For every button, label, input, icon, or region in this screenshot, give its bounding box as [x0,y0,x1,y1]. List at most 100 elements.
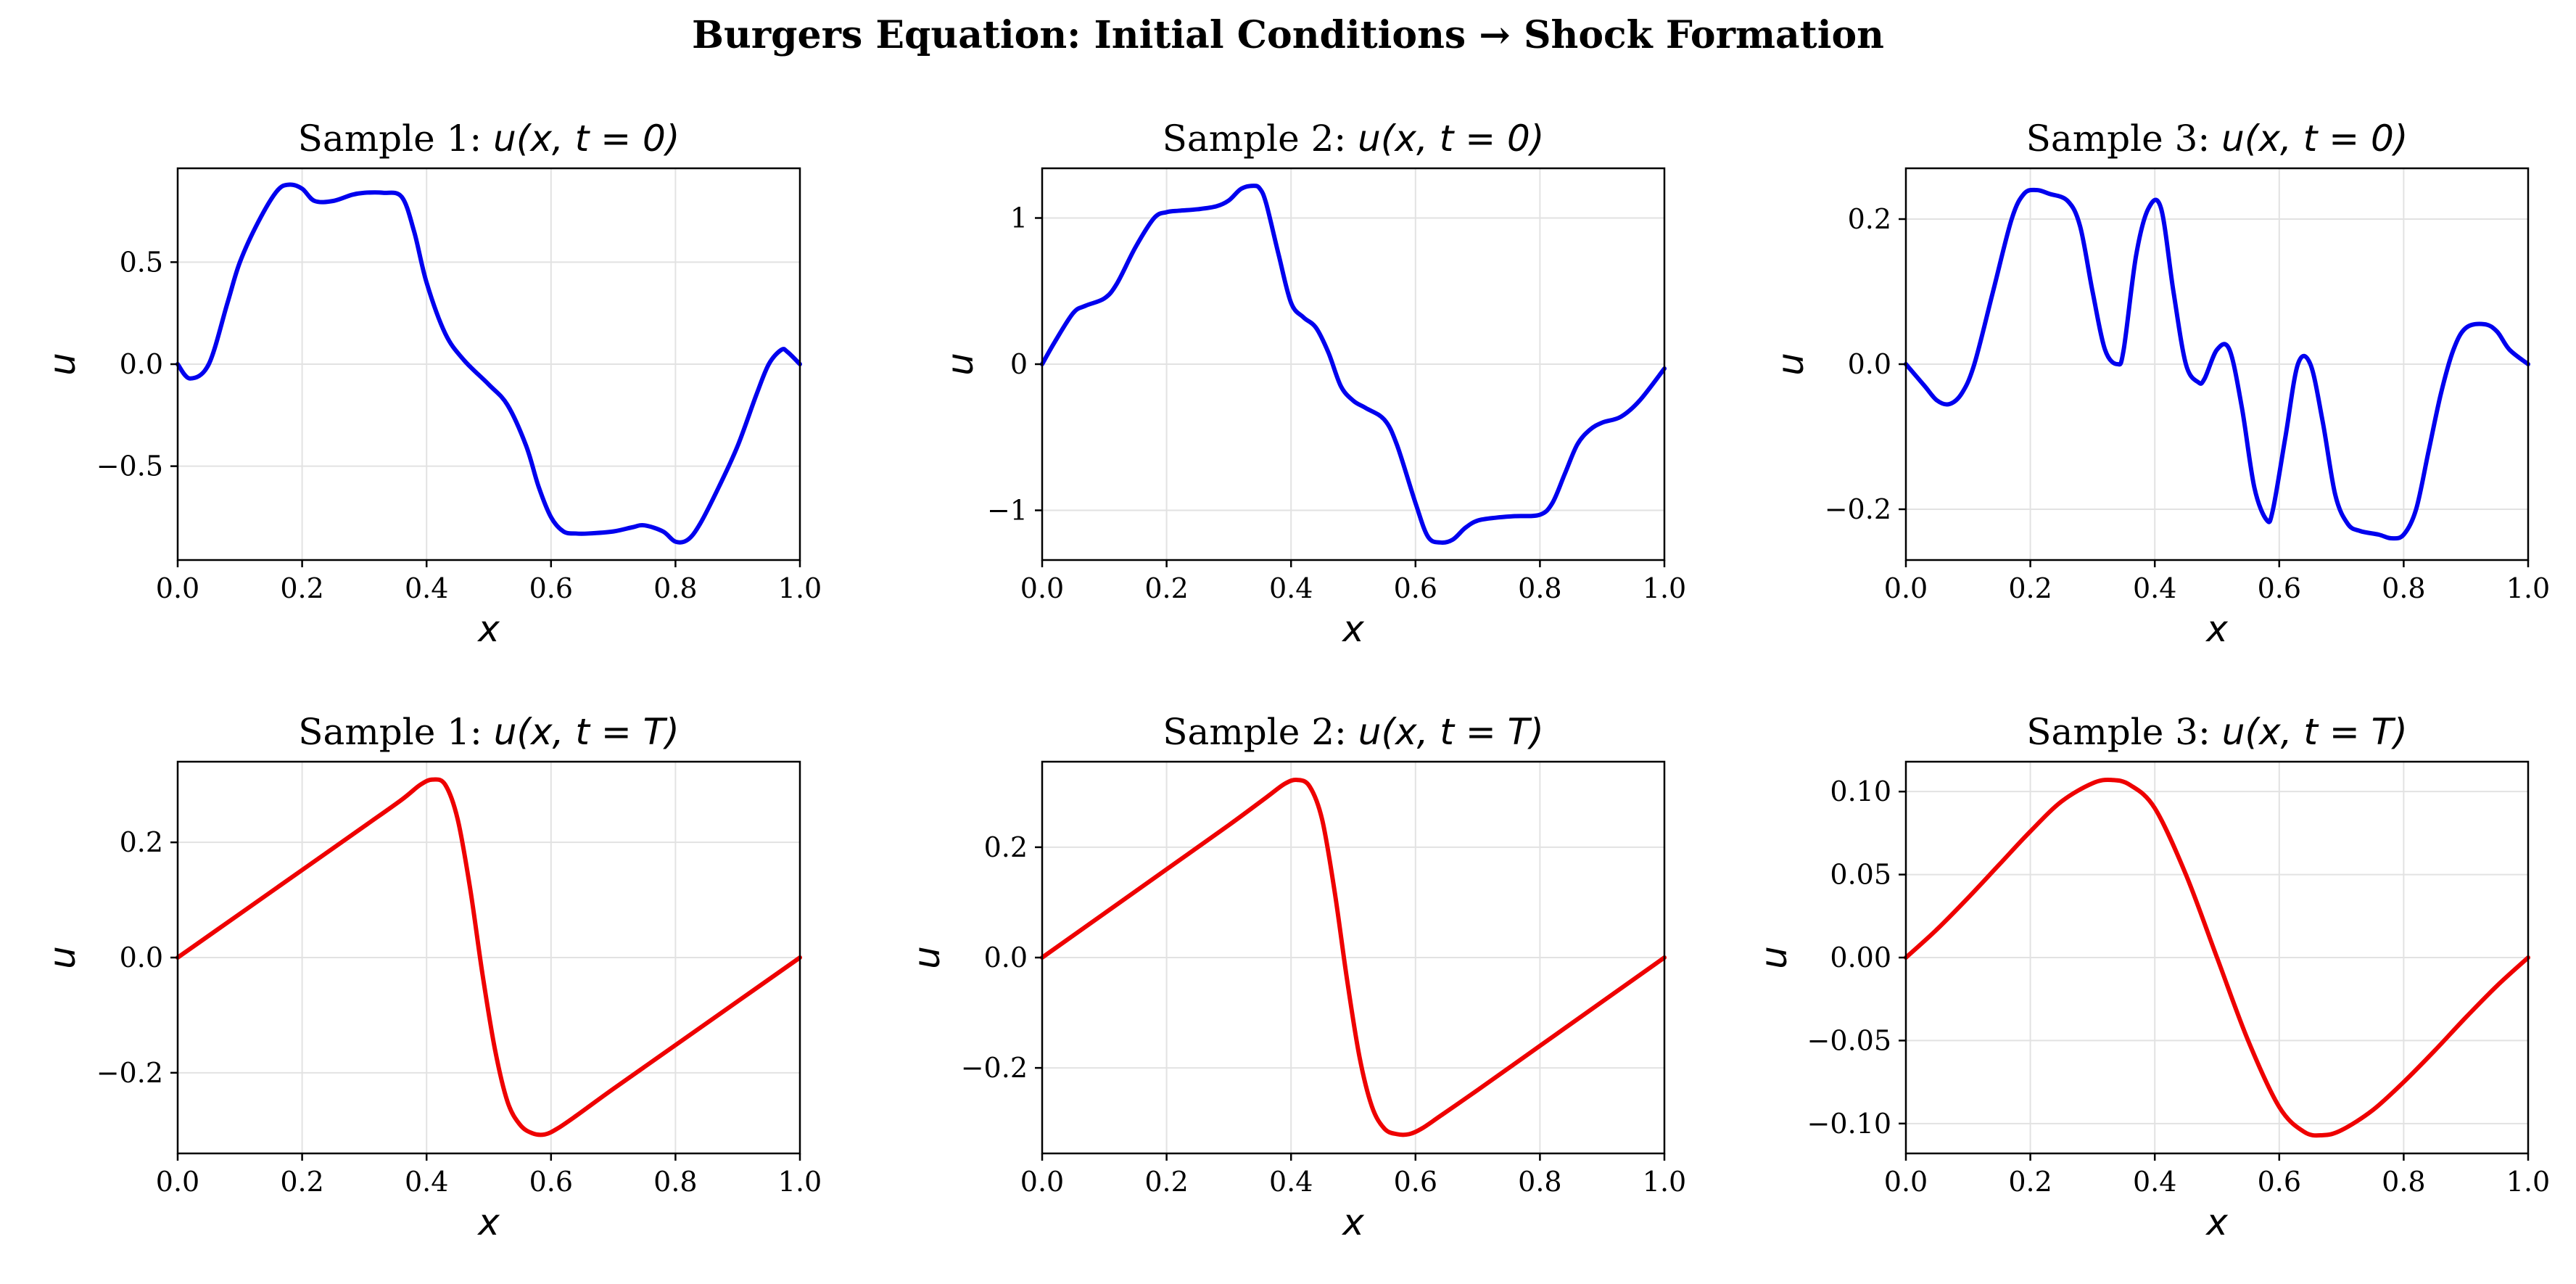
y-axis-label: u [906,946,948,969]
subplot-title-prefix: Sample 2: [1163,118,1358,160]
x-tick-label: 0.2 [2008,1166,2052,1198]
y-tick-label: 0.2 [120,826,163,858]
y-tick-label: 0.10 [1830,775,1891,807]
y-tick-label: 0.05 [1830,859,1891,891]
y-axis-label: u [1753,946,1795,969]
subplot-3: 0.0 0.2 0.4 0.6 0.8 1.0 −0.2 0.0 0.2 Sample 3: u(… [1770,118,2550,650]
subplot-4: 0.0 0.2 0.4 0.6 0.8 1.0 −0.2 0.0 0.2 Sample 1: u(… [41,711,822,1243]
y-axis-label: u [41,353,83,376]
subplot-title: Sample 2: u(x, t = T) [1163,711,1543,753]
subplot-2: 0.0 0.2 0.4 0.6 0.8 1.0 −1 0 1 Sample 2: u(x, t =… [939,118,1686,650]
x-tick-label: 0.2 [280,572,323,604]
x-axis-label: x [1341,608,1364,650]
y-tick-label: 0.00 [1830,942,1891,974]
x-tick-label: 0.2 [2008,572,2052,604]
x-tick-label: 0.4 [2133,1166,2176,1198]
x-tick-label: 1.0 [1643,1166,1686,1198]
y-tick-label: −0.10 [1807,1108,1891,1140]
x-tick-label: 0.8 [653,572,697,604]
y-tick-label: 0.0 [120,348,163,380]
y-tick-label: 0.0 [984,942,1028,974]
x-tick-label: 0.4 [405,1166,448,1198]
figure-title: Burgers Equation: Initial Conditions → S… [692,13,1884,57]
y-tick-label: 0.5 [120,246,163,278]
subplot-title-prefix: Sample 3: [2026,118,2222,160]
x-tick-label: 0.6 [529,572,573,604]
y-tick-label: 0.2 [1848,203,1891,235]
x-tick-label: 0.0 [1020,572,1064,604]
x-axis-label: x [2205,1201,2228,1243]
y-tick-label: 1 [1010,202,1028,234]
x-tick-label: 0.6 [1394,572,1437,604]
subplot-title-math: u(x, t = 0) [1358,118,1544,160]
x-tick-label: 0.8 [2382,1166,2425,1198]
series-line [1904,778,2530,1138]
series-line [1904,187,2530,541]
x-axis-label: x [476,1201,500,1243]
series-line [176,777,802,1137]
subplot-1: 0.0 0.2 0.4 0.6 0.8 1.0 −0.5 0.0 0.5 Sample 1: u(… [41,118,822,650]
x-axis-label: x [2205,608,2228,650]
x-tick-label: 0.2 [280,1166,323,1198]
x-tick-label: 1.0 [778,1166,822,1198]
y-tick-label: −0.2 [96,1057,163,1089]
subplot-title: Sample 3: u(x, t = 0) [2026,118,2408,160]
x-tick-label: 1.0 [2506,1166,2550,1198]
x-tick-label: 0.6 [1394,1166,1437,1198]
y-tick-label: 0.0 [1848,348,1891,380]
y-tick-label: −0.2 [961,1052,1028,1084]
subplot-title-prefix: Sample 3: [2026,711,2222,753]
subplot-title-math: u(x, t = T) [2222,711,2408,753]
subplot-5: 0.0 0.2 0.4 0.6 0.8 1.0 −0.2 0.0 0.2 Sample 2: u(… [906,711,1686,1243]
series-line [1040,184,1667,545]
subplot-title-prefix: Sample 1: [298,118,494,160]
x-tick-label: 0.6 [529,1166,573,1198]
subplot-title-math: u(x, t = 0) [493,118,680,160]
subplot-title-prefix: Sample 2: [1163,711,1358,753]
x-tick-label: 0.2 [1144,572,1188,604]
y-tick-label: 0.2 [984,831,1028,863]
y-tick-label: −1 [987,494,1028,526]
y-tick-label: −0.05 [1807,1024,1891,1056]
x-tick-label: 0.0 [156,572,199,604]
x-tick-label: 0.8 [1518,1166,1561,1198]
y-tick-label: −0.2 [1825,493,1891,525]
y-tick-label: 0.0 [120,942,163,974]
subplot-title-math: u(x, t = T) [494,711,680,753]
y-axis-label: u [41,946,83,969]
x-tick-label: 0.6 [2258,572,2301,604]
subplot-title: Sample 1: u(x, t = T) [298,711,679,753]
y-tick-label: −0.5 [96,450,163,482]
subplot-title: Sample 1: u(x, t = 0) [298,118,680,160]
x-tick-label: 0.0 [156,1166,199,1198]
x-tick-label: 0.0 [1884,572,1928,604]
x-tick-label: 0.2 [1144,1166,1188,1198]
x-axis-label: x [1341,1201,1364,1243]
subplot-title-math: u(x, t = T) [1358,711,1544,753]
x-tick-label: 0.8 [2382,572,2425,604]
subplot-title: Sample 3: u(x, t = T) [2026,711,2407,753]
x-tick-label: 1.0 [778,572,822,604]
y-tick-label: 0 [1010,348,1028,380]
x-tick-label: 0.4 [2133,572,2176,604]
x-tick-label: 0.4 [1269,572,1313,604]
x-tick-label: 0.4 [1269,1166,1313,1198]
x-tick-label: 1.0 [2506,572,2550,604]
y-axis-label: u [939,353,981,376]
x-tick-label: 0.0 [1020,1166,1064,1198]
x-tick-label: 0.8 [1518,572,1561,604]
x-tick-label: 0.0 [1884,1166,1928,1198]
subplot-title-prefix: Sample 1: [298,711,494,753]
x-tick-label: 0.8 [653,1166,697,1198]
x-tick-label: 0.4 [405,572,448,604]
series-line [1040,777,1667,1137]
subplot-grid: 0.0 0.2 0.4 0.6 0.8 1.0 −0.5 0.0 0.5 Sample 1: u(… [41,118,2550,1243]
x-axis-label: x [476,608,500,650]
x-tick-label: 0.6 [2258,1166,2301,1198]
series-line [176,182,802,545]
subplot-title-math: u(x, t = 0) [2221,118,2408,160]
subplot-6: 0.0 0.2 0.4 0.6 0.8 1.0 −0.10 −0.05 0.00 0.05 0.10… [1753,711,2550,1243]
x-tick-label: 1.0 [1643,572,1686,604]
y-axis-label: u [1770,353,1812,376]
